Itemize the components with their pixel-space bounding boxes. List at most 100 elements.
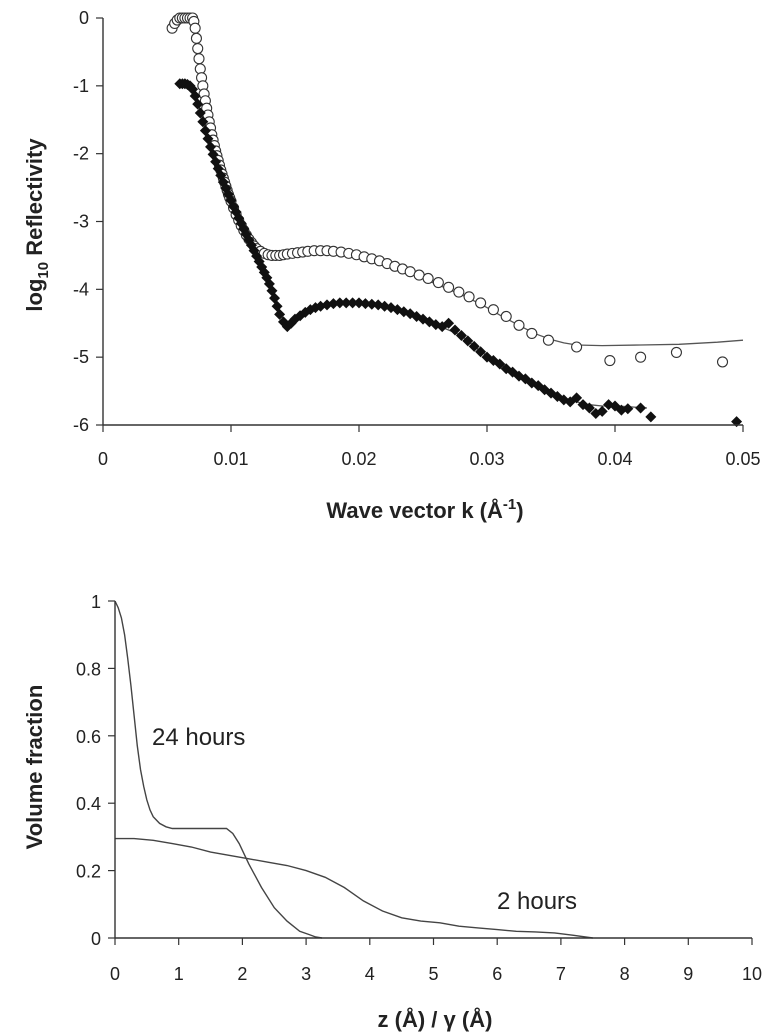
x-tick-label: 7	[556, 964, 566, 984]
open-circle-point	[635, 351, 647, 363]
y-tick-label: 0	[91, 929, 101, 949]
y-tick-label: -5	[73, 347, 89, 367]
y-axis-title: Volume fraction	[22, 685, 47, 850]
axes: 0 -1 -2 -3 -4 -5 -6 0 0.01 0.02 0.03 0.04 0.05	[73, 8, 761, 469]
filled-diamond-point	[271, 300, 283, 312]
x-tick-label: 0.02	[341, 449, 376, 469]
series-line-2-hours	[115, 837, 593, 939]
y-axis-title: log10 Reflectivity	[22, 138, 52, 312]
filled-diamond-point	[475, 346, 487, 358]
reflectivity-chart: 0 -1 -2 -3 -4 -5 -6 0 0.01 0.02 0.03 0.04 0.05 log10…	[22, 8, 761, 523]
y-tick-label: -1	[73, 76, 89, 96]
filled-diamond-point	[340, 297, 352, 309]
x-tick-label: 9	[683, 964, 693, 984]
open-circle-point	[716, 356, 729, 368]
filled-diamond-point	[199, 125, 211, 137]
x-tick-label: 8	[620, 964, 630, 984]
filled-diamond-point	[462, 335, 474, 347]
x-tick-label: 4	[365, 964, 375, 984]
x-tick-label: 6	[492, 964, 502, 984]
x-tick-label: 3	[301, 964, 311, 984]
open-circle-point	[500, 310, 512, 323]
y-tick-label: 1	[91, 592, 101, 612]
y-tick-label: 0.4	[76, 794, 101, 814]
x-tick-label: 0.01	[213, 449, 248, 469]
y-tick-label: 0.2	[76, 862, 101, 882]
open-circle-point	[189, 22, 201, 34]
filled-diamond-point	[327, 298, 339, 310]
y-tick-label: 0.8	[76, 659, 101, 679]
open-circle-point	[193, 53, 205, 65]
x-tick-label: 0.04	[597, 449, 632, 469]
filled-diamond-point	[596, 405, 608, 417]
filled-diamond-point	[366, 298, 378, 310]
filled-diamond-point	[245, 239, 257, 251]
y-tick-label: -2	[73, 144, 89, 164]
x-axis-title: z (Å) / γ (Å)	[378, 1006, 493, 1032]
x-tick-label: 5	[428, 964, 438, 984]
filled-diamond-point	[274, 308, 286, 320]
filled-diamond-point	[359, 298, 371, 310]
open-circle-point	[443, 281, 455, 293]
y-tick-label: 0.6	[76, 727, 101, 747]
x-axis-title-superscript: -1	[503, 496, 516, 513]
filled-diamond-point	[334, 297, 346, 309]
x-tick-label: 0.03	[469, 449, 504, 469]
y-tick-label: 0	[79, 8, 89, 28]
open-circle-point	[422, 272, 434, 285]
filled-diamond-point	[202, 133, 214, 145]
filled-diamond-point	[468, 340, 480, 352]
x-tick-label: 1	[174, 964, 184, 984]
open-circle-point	[487, 304, 499, 316]
filled-diamond-point	[353, 297, 365, 309]
x-axis-title: Wave vector k (Å-1)	[326, 496, 523, 523]
x-tick-label: 2	[237, 964, 247, 984]
x-tick-label: 10	[742, 964, 762, 984]
filled-diamond-point	[443, 317, 455, 329]
open-circle-point	[192, 42, 204, 55]
filled-diamond-point	[269, 292, 281, 304]
filled-diamond-point	[494, 358, 506, 370]
open-circle-point	[513, 319, 525, 331]
annotation-24-hours: 24 hours	[152, 724, 245, 751]
filled-diamond-point	[571, 392, 583, 404]
volume-fraction-chart: 00.20.40.60.810 1 2 3 4 5 6 7 8 9 10 Volume fracti…	[22, 592, 762, 1032]
open-circle-point	[453, 286, 465, 298]
filled-diamond-point	[248, 245, 260, 257]
series-line-24-hours	[114, 600, 323, 939]
x-tick-label: 0	[98, 449, 108, 469]
filled-diamond-point	[347, 297, 359, 309]
filled-diamond-point	[194, 107, 206, 119]
filled-diamond-point	[635, 402, 647, 414]
filled-diamond-point	[192, 98, 204, 110]
y-tick-label: -4	[73, 279, 89, 299]
y-tick-label: -6	[73, 415, 89, 435]
axes: 00.20.40.60.810 1 2 3 4 5 6 7 8 9 10	[76, 592, 762, 984]
open-circle-point	[463, 291, 475, 303]
open-circle-point	[604, 355, 616, 367]
filled-diamond-point	[583, 402, 595, 414]
filled-diamond-point	[622, 403, 634, 415]
filled-diamond-point	[449, 324, 461, 336]
open-circle-point	[571, 341, 583, 353]
filled-diamond-point	[189, 90, 201, 102]
filled-diamond-point	[197, 116, 209, 128]
filled-diamond-point	[455, 329, 467, 341]
data-markers	[166, 12, 743, 428]
x-tick-label: 0	[110, 964, 120, 984]
y-tick-label: -3	[73, 212, 89, 232]
y-axis-title-subscript: 10	[35, 262, 52, 279]
open-circle-point	[432, 276, 444, 289]
annotation-2-hours: 2 hours	[497, 888, 577, 915]
fit-curves	[182, 17, 744, 409]
filled-diamond-point	[645, 411, 657, 423]
fit-curve-1	[182, 17, 744, 347]
open-circle-point	[670, 346, 682, 358]
x-tick-label: 0.05	[725, 449, 760, 469]
profile-curves	[114, 600, 593, 939]
open-circle-point	[475, 297, 487, 309]
open-circle-point	[542, 334, 554, 346]
open-circle-point	[190, 32, 202, 44]
open-circle-point	[526, 327, 538, 339]
